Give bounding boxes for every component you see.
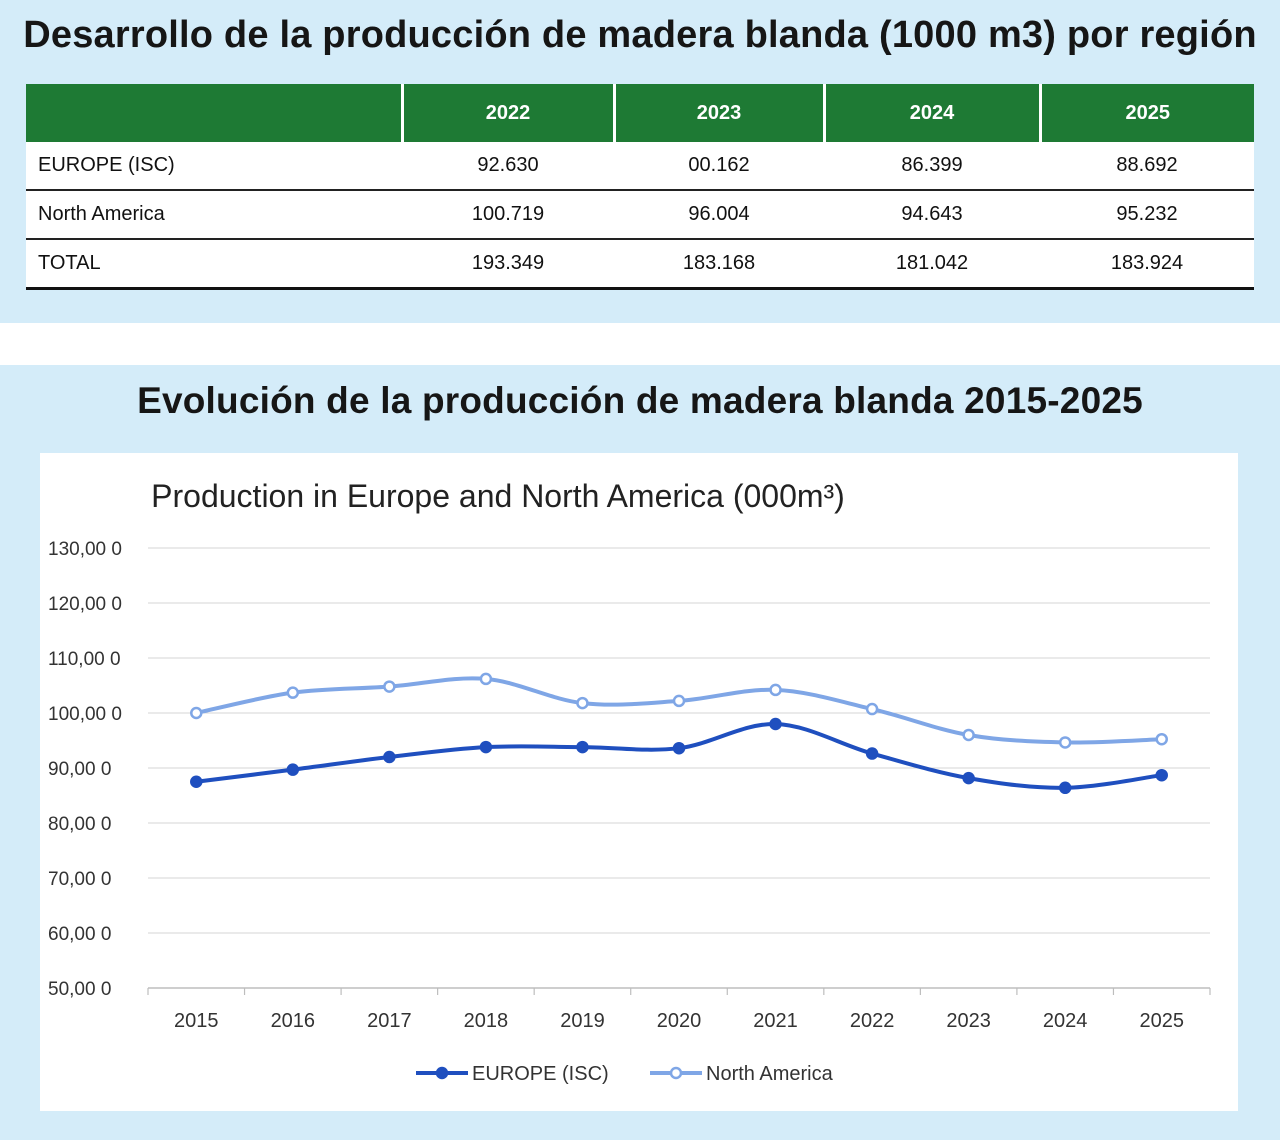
y-tick-label: 90,00 0 <box>48 759 111 780</box>
header-cell-2025: 2025 <box>1040 84 1254 142</box>
x-tick-label: 2022 <box>850 1010 895 1032</box>
legend-north-america-label: North America <box>706 1063 834 1085</box>
data-point-europe <box>769 717 782 731</box>
table-cell: 00.162 <box>614 142 824 191</box>
legend-europe-label: EUROPE (ISC) <box>472 1063 609 1085</box>
header-cell-2022: 2022 <box>402 84 616 142</box>
header-cell-2023: 2023 <box>614 84 826 142</box>
table-cell: 88.692 <box>1040 142 1254 191</box>
data-point-europe <box>576 740 589 754</box>
data-point-europe <box>383 750 396 764</box>
x-tick-label: 2019 <box>560 1010 605 1032</box>
line-chart: Production in Europe and North America (… <box>48 478 1211 1085</box>
table-cell: 183.924 <box>1040 239 1254 290</box>
data-point-north-america <box>190 706 203 720</box>
table-title: Desarrollo de la producción de madera bl… <box>23 14 1257 56</box>
x-tick-label: 2015 <box>174 1010 219 1032</box>
table-cell: 86.399 <box>824 142 1040 191</box>
data-point-north-america <box>672 694 686 708</box>
y-tick-label: 130,00 0 <box>48 539 122 560</box>
y-tick-label: 80,00 0 <box>48 814 111 835</box>
table-header-row: 2022 2023 2024 2025 <box>26 84 1254 142</box>
data-point-europe <box>286 763 300 776</box>
header-cell-region <box>26 84 404 142</box>
series-line-europe <box>194 721 1164 790</box>
table-cell: 183.168 <box>614 239 824 290</box>
chart-card: Production in Europe and North America (… <box>40 453 1238 1111</box>
table-row: North America 100.719 96.004 94.643 95.2… <box>26 190 1254 240</box>
row-label: North America <box>26 190 402 240</box>
x-tick-label: 2025 <box>1139 1010 1184 1032</box>
x-tick-label: 2024 <box>1043 1010 1088 1032</box>
data-point-north-america <box>865 702 879 716</box>
y-tick-label: 120,00 0 <box>48 594 122 615</box>
table-cell: 92.630 <box>402 142 614 191</box>
header-cell-2024: 2024 <box>824 84 1042 142</box>
data-point-europe <box>672 741 686 755</box>
data-point-europe <box>1155 768 1168 782</box>
table-cell: 100.719 <box>402 190 614 240</box>
data-point-north-america <box>286 686 300 699</box>
chart-title: Production in Europe and North America (… <box>151 478 845 514</box>
x-tick-label: 2021 <box>753 1010 798 1032</box>
y-tick-label: 60,00 0 <box>48 924 111 945</box>
x-tick-label: 2023 <box>946 1010 991 1032</box>
data-point-north-america <box>962 728 975 742</box>
table-cell: 94.643 <box>824 190 1040 240</box>
data-point-europe <box>479 740 493 754</box>
table-cell: 193.349 <box>402 239 614 290</box>
data-point-europe <box>1058 781 1072 795</box>
table-cell: 96.004 <box>614 190 824 240</box>
chart-heading: Evolución de la producción de madera bla… <box>137 380 1143 421</box>
data-point-north-america <box>479 672 493 686</box>
series-line-north-america <box>194 676 1164 745</box>
row-label: TOTAL <box>26 239 402 290</box>
x-tick-label: 2020 <box>657 1010 702 1032</box>
legend-europe-marker <box>435 1066 449 1080</box>
data-point-europe <box>190 775 203 788</box>
y-tick-label: 100,00 0 <box>48 704 122 725</box>
table-row-total: TOTAL 193.349 183.168 181.042 183.924 <box>26 239 1254 290</box>
production-table: 2022 2023 2024 2025 EUROPE (ISC) 92.630 … <box>26 84 1254 290</box>
y-tick-label: 110,00 0 <box>48 649 121 670</box>
data-point-europe <box>865 747 879 760</box>
legend-north-america-marker <box>669 1066 683 1080</box>
x-tick-label: 2018 <box>464 1010 509 1032</box>
x-tick-label: 2016 <box>271 1010 316 1032</box>
data-point-north-america <box>1058 736 1072 749</box>
y-tick-label: 50,00 0 <box>48 979 111 1000</box>
x-tick-label: 2017 <box>367 1010 412 1032</box>
data-point-north-america <box>769 683 782 697</box>
table-cell: 95.232 <box>1040 190 1254 240</box>
table-row: EUROPE (ISC) 92.630 00.162 86.399 88.692 <box>26 142 1254 191</box>
data-point-north-america <box>1155 732 1168 746</box>
row-label: EUROPE (ISC) <box>26 142 402 191</box>
table-cell: 181.042 <box>824 239 1040 290</box>
data-point-europe <box>962 771 975 785</box>
data-point-north-america <box>576 696 589 710</box>
data-point-north-america <box>383 680 396 693</box>
y-tick-label: 70,00 0 <box>48 869 111 890</box>
